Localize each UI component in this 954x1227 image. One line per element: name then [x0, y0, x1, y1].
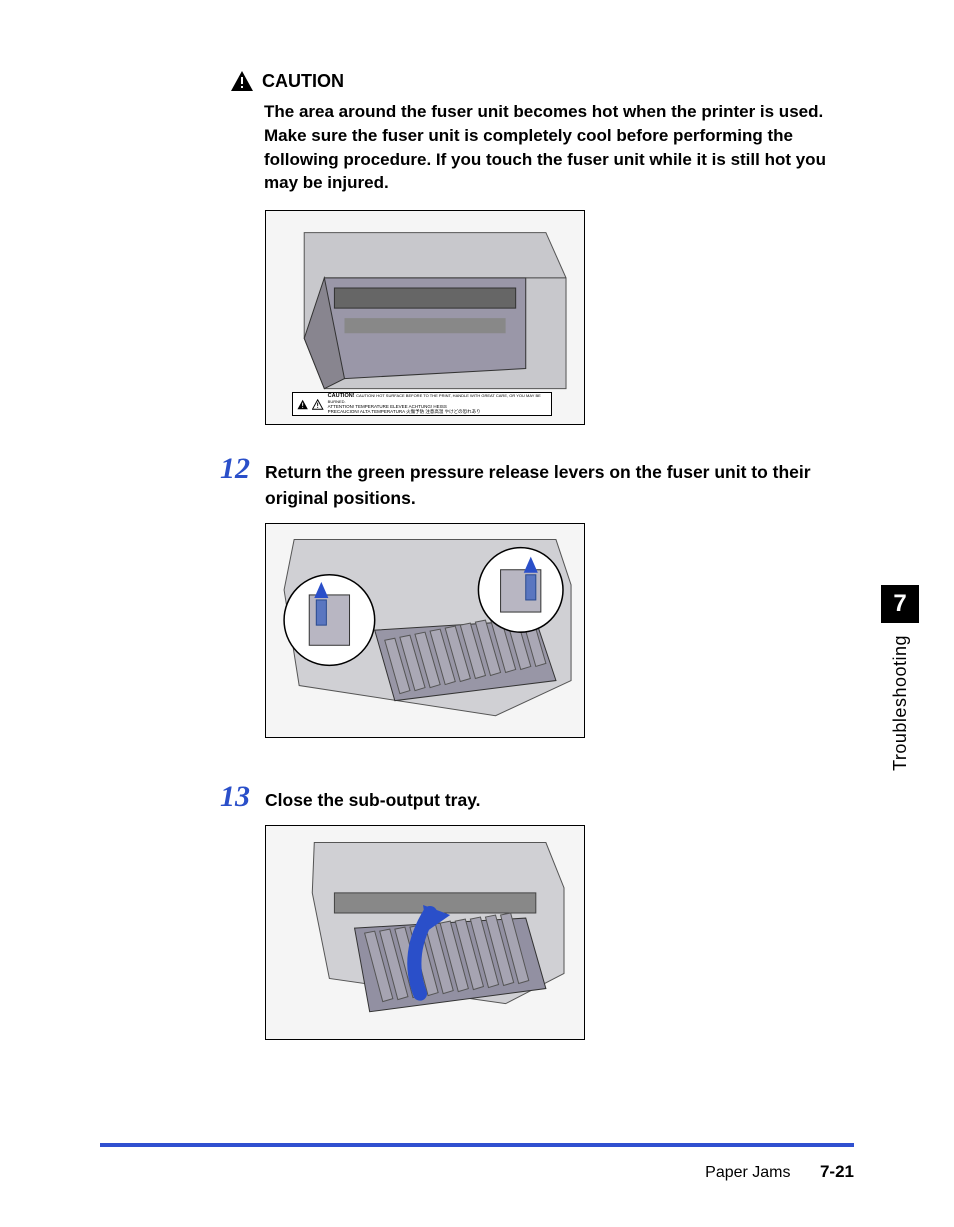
printer-illustration-icon: [274, 217, 576, 419]
step-number: 12: [220, 452, 250, 486]
warning-mini-icon: [312, 399, 323, 410]
caution-title: CAUTION: [262, 71, 344, 92]
footer-page-number: 7-21: [820, 1162, 854, 1181]
step-12: 12 Return the green pressure release lev…: [220, 460, 854, 511]
printer-close-tray-icon: [274, 832, 576, 1034]
footer-rule: [100, 1143, 854, 1147]
chapter-name: Troubleshooting: [890, 635, 911, 771]
caution-block: CAUTION The area around the fuser unit b…: [230, 70, 854, 195]
caution-header: CAUTION: [230, 70, 854, 92]
printer-levers-icon: [274, 529, 576, 731]
step-text: Close the sub-output tray.: [265, 788, 854, 813]
page-footer: Paper Jams 7-21: [705, 1162, 854, 1182]
caution-sticker-text: CAUTION! CAUTION! HOT SURFACE BEFORE TO …: [328, 393, 547, 415]
figure-release-levers: [265, 523, 585, 738]
footer-section: Paper Jams: [705, 1164, 790, 1181]
figure-close-tray: [265, 825, 585, 1040]
warning-mini-icon: [297, 399, 308, 410]
manual-page: CAUTION The area around the fuser unit b…: [0, 0, 954, 1227]
side-tab: 7 Troubleshooting: [881, 585, 919, 771]
figure-fuser-hot: CAUTION! CAUTION! HOT SURFACE BEFORE TO …: [265, 210, 585, 425]
caution-sticker: CAUTION! CAUTION! HOT SURFACE BEFORE TO …: [292, 392, 552, 416]
step-13: 13 Close the sub-output tray.: [220, 788, 854, 813]
caution-body: The area around the fuser unit becomes h…: [264, 100, 854, 195]
step-text: Return the green pressure release levers…: [265, 460, 854, 511]
chapter-number-box: 7: [881, 585, 919, 623]
step-number: 13: [220, 780, 250, 814]
warning-icon: [230, 70, 254, 92]
